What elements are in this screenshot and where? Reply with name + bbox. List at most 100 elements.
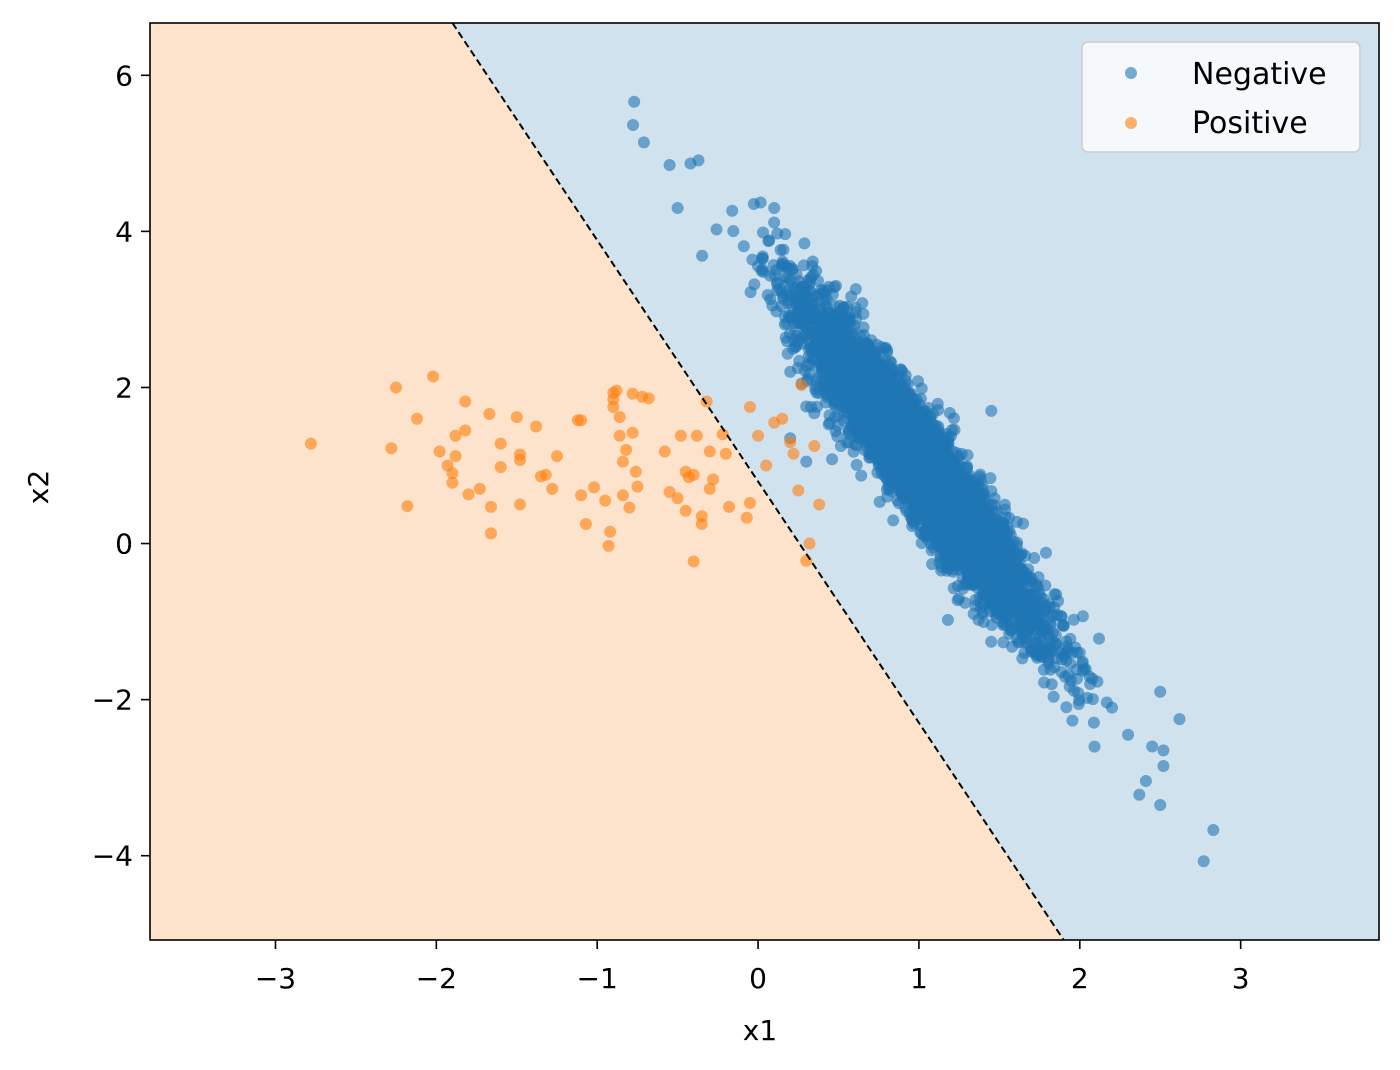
data-point: [887, 514, 900, 527]
data-point: [757, 226, 769, 239]
data-point: [888, 438, 901, 451]
data-point: [1044, 615, 1057, 628]
data-point: [1060, 635, 1073, 648]
data-point: [857, 321, 870, 334]
data-point: [840, 370, 853, 383]
data-point: [927, 541, 940, 554]
data-point: [797, 259, 810, 272]
data-point: [871, 394, 884, 407]
data-point: [883, 483, 896, 496]
data-point: [985, 498, 998, 511]
data-point: [1100, 696, 1113, 709]
data-point: [1017, 592, 1030, 604]
data-point: [954, 489, 967, 502]
data-point: [1007, 535, 1020, 548]
data-point: [1001, 617, 1014, 630]
data-point: [881, 344, 894, 357]
data-point: [1093, 632, 1105, 645]
data-point: [833, 299, 846, 312]
data-point: [828, 338, 841, 351]
data-point: [943, 489, 956, 502]
data-point: [627, 119, 639, 131]
data-point: [811, 338, 824, 351]
data-point: [1003, 524, 1016, 537]
data-point: [1047, 690, 1060, 703]
data-point: [941, 613, 954, 626]
data-point: [754, 196, 767, 209]
data-point: [840, 324, 853, 337]
data-point: [855, 469, 868, 482]
data-point: [807, 269, 820, 282]
data-point: [1076, 610, 1089, 623]
data-point: [1072, 687, 1085, 699]
data-point: [878, 384, 891, 397]
data-point: [1040, 641, 1053, 654]
data-point: [968, 492, 981, 505]
data-point: [744, 286, 757, 299]
data-point: [869, 359, 882, 372]
data-point: [877, 429, 890, 442]
data-point: [888, 459, 901, 472]
data-point: [1032, 649, 1045, 662]
data-point: [989, 601, 1002, 614]
data-point: [1139, 775, 1152, 787]
data-point: [915, 382, 928, 395]
data-point: [1021, 571, 1034, 584]
data-point: [865, 375, 878, 387]
data-point: [865, 423, 878, 436]
data-point: [821, 321, 834, 334]
data-point: [900, 440, 913, 453]
data-point: [947, 412, 960, 425]
data-point: [737, 240, 750, 253]
data-point: [846, 419, 859, 432]
data-point: [1045, 678, 1058, 691]
data-point: [917, 431, 930, 444]
data-point: [889, 422, 901, 435]
data-point: [774, 244, 787, 256]
data-point: [1000, 566, 1013, 579]
data-point: [777, 289, 790, 302]
data-point: [961, 449, 974, 462]
data-point: [834, 379, 847, 392]
data-point: [1086, 693, 1099, 706]
data-point: [842, 355, 855, 368]
data-point: [984, 472, 997, 485]
data-point: [1034, 630, 1046, 643]
data-point: [897, 421, 910, 434]
data-point: [838, 406, 851, 419]
data-point: [1012, 571, 1025, 584]
data-point: [831, 430, 844, 443]
data-point: [960, 461, 973, 474]
data-point: [1087, 716, 1100, 729]
data-point: [696, 249, 709, 262]
data-point: [826, 288, 839, 301]
data-point: [818, 298, 831, 311]
data-point: [826, 373, 839, 385]
data-point: [947, 467, 960, 480]
data-point: [856, 297, 869, 310]
data-point: [952, 547, 965, 560]
data-point: [852, 341, 864, 354]
data-point: [806, 293, 819, 306]
data-point: [932, 442, 945, 455]
data-point: [1048, 588, 1061, 601]
series-negative: [627, 95, 1220, 868]
data-point: [726, 204, 739, 217]
data-point: [793, 354, 806, 367]
data-point: [757, 266, 770, 278]
data-point: [826, 453, 839, 466]
data-point: [800, 400, 813, 413]
data-point: [804, 313, 817, 326]
data-point: [1055, 610, 1068, 622]
data-point: [884, 361, 897, 373]
data-point: [1018, 647, 1031, 659]
data-point: [764, 293, 777, 306]
data-point: [894, 470, 907, 482]
data-point: [843, 311, 856, 324]
data-point: [823, 409, 836, 422]
data-point: [963, 576, 976, 589]
data-point: [1003, 556, 1016, 569]
data-point: [775, 300, 788, 312]
data-point: [921, 460, 934, 472]
data-point: [934, 488, 946, 501]
